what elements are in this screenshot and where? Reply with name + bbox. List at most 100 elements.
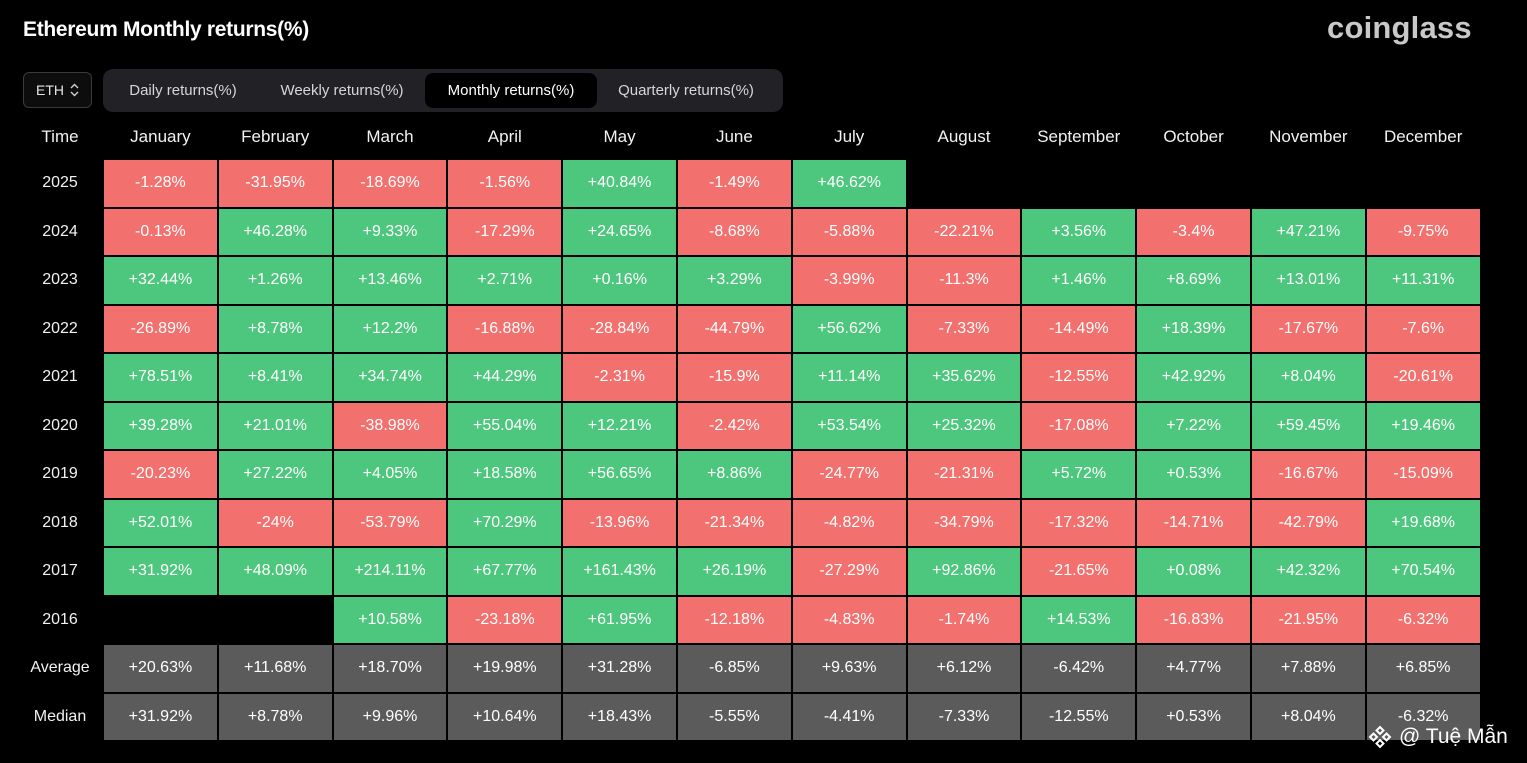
- return-cell: +70.54%: [1366, 548, 1480, 595]
- tab-daily-returns[interactable]: Daily returns(%): [129, 82, 237, 99]
- return-cell: +9.96%: [333, 693, 447, 740]
- row-label: 2024: [42, 222, 78, 240]
- return-cell: +19.46%: [1366, 402, 1480, 449]
- chevron-up-down-icon: [70, 83, 79, 97]
- year-row-2025: 2025 -1.28% -31.95% -18.69% -1.56% +40.84% -1.…: [18, 160, 1480, 207]
- column-header-december: December: [1383, 127, 1463, 146]
- return-cell: +31.92%: [104, 693, 217, 740]
- aggregate-row-average: Average +20.63% +11.68% +18.70% +19.98% +31.2…: [18, 645, 1480, 692]
- return-cell: -4.41%: [792, 693, 906, 740]
- return-cell: +32.44%: [104, 257, 217, 304]
- return-cell: +8.04%: [1251, 354, 1365, 401]
- return-cell: -4.82%: [792, 499, 906, 546]
- return-cell: +8.41%: [218, 354, 332, 401]
- return-cell: -53.79%: [333, 499, 447, 546]
- return-cell: +12.21%: [563, 402, 676, 449]
- return-cell: +13.46%: [333, 257, 447, 304]
- return-cell: -20.61%: [1366, 354, 1480, 401]
- return-cell: +12.2%: [333, 305, 447, 352]
- column-header-september: September: [1037, 127, 1121, 146]
- return-cell: +52.01%: [104, 499, 217, 546]
- return-cell: +11.14%: [792, 354, 906, 401]
- return-cell: +0.53%: [1137, 451, 1250, 498]
- return-cell: -2.42%: [677, 402, 791, 449]
- return-cell: -38.98%: [333, 402, 447, 449]
- return-cell: +92.86%: [907, 548, 1021, 595]
- return-cell: -4.83%: [792, 596, 906, 643]
- empty-cell: [908, 160, 1021, 207]
- return-cell: +8.86%: [677, 451, 791, 498]
- return-cell: -3.4%: [1137, 208, 1250, 255]
- return-cell: +20.63%: [104, 645, 217, 692]
- row-label: 2016: [42, 610, 78, 628]
- return-cell: +56.65%: [563, 451, 676, 498]
- return-cell: +6.85%: [1366, 645, 1480, 692]
- return-cell: +4.05%: [333, 451, 447, 498]
- return-cell: +9.33%: [333, 208, 447, 255]
- return-cell: -26.89%: [104, 305, 217, 352]
- year-row-2017: 2017 +31.92% +48.09% +214.11% +67.77% +161.43…: [18, 548, 1480, 595]
- return-cell: -20.23%: [104, 451, 217, 498]
- brand-logo[interactable]: coinglass: [1327, 10, 1472, 45]
- column-header-october: October: [1163, 127, 1224, 146]
- return-cell: +47.21%: [1251, 208, 1365, 255]
- return-cell: +1.46%: [1022, 257, 1136, 304]
- return-cell: -5.55%: [677, 693, 791, 740]
- return-cell: +214.11%: [333, 548, 447, 595]
- return-cell: -42.79%: [1251, 499, 1365, 546]
- return-cell: +40.84%: [563, 160, 676, 207]
- return-cell: +46.28%: [218, 208, 332, 255]
- return-cell: +35.62%: [907, 354, 1021, 401]
- return-cell: -1.56%: [448, 160, 562, 207]
- return-cell: +19.68%: [1366, 499, 1480, 546]
- return-cell: +56.62%: [792, 305, 906, 352]
- return-cell: -27.29%: [792, 548, 906, 595]
- return-cell: -8.68%: [677, 208, 791, 255]
- return-cell: +1.26%: [218, 257, 332, 304]
- return-cell: -44.79%: [677, 305, 791, 352]
- row-label: Average: [30, 659, 90, 677]
- empty-cell: [1252, 160, 1365, 207]
- return-cell: -23.18%: [448, 596, 562, 643]
- year-row-2018: 2018 +52.01% -24% -53.79% +70.29% -13.96% -21.…: [18, 499, 1480, 546]
- return-cell: +3.56%: [1022, 208, 1136, 255]
- tab-weekly-returns[interactable]: Weekly returns(%): [280, 82, 404, 99]
- watermark-text: @ Tuệ Mẫn: [1399, 725, 1508, 748]
- column-header-august: August: [937, 127, 991, 146]
- return-cell: +0.53%: [1137, 693, 1250, 740]
- return-cell: -14.49%: [1022, 305, 1136, 352]
- year-row-2024: 2024 -0.13% +46.28% +9.33% -17.29% +24.65% -8.…: [18, 208, 1480, 255]
- empty-cell: [1137, 160, 1250, 207]
- return-cell: -34.79%: [907, 499, 1021, 546]
- return-cell: +0.16%: [563, 257, 676, 304]
- return-cell: -24.77%: [792, 451, 906, 498]
- row-label: 2023: [42, 271, 78, 289]
- row-label: 2019: [42, 465, 78, 483]
- row-label: 2025: [42, 174, 78, 192]
- return-cell: +39.28%: [104, 402, 217, 449]
- return-cell: +13.01%: [1251, 257, 1365, 304]
- return-cell: +67.77%: [448, 548, 562, 595]
- return-cell: -12.55%: [1022, 693, 1136, 740]
- tab-monthly-returns[interactable]: Monthly returns(%): [425, 73, 597, 108]
- return-cell: +19.98%: [448, 645, 562, 692]
- return-cell: -17.67%: [1251, 305, 1365, 352]
- return-cell: +6.12%: [907, 645, 1021, 692]
- return-cell: +8.04%: [1251, 693, 1365, 740]
- return-cell: +10.64%: [448, 693, 562, 740]
- return-cell: -5.88%: [792, 208, 906, 255]
- return-cell: +42.32%: [1251, 548, 1365, 595]
- return-cell: +3.29%: [677, 257, 791, 304]
- year-row-2016: 2016 +10.58% -23.18% +61.95% -12.18% -4.83% -1…: [18, 596, 1480, 643]
- return-cell: -6.32%: [1366, 693, 1480, 740]
- return-cell: -16.88%: [448, 305, 562, 352]
- return-cell: -7.33%: [907, 693, 1021, 740]
- column-header-november: November: [1269, 127, 1348, 146]
- row-label: 2020: [42, 416, 78, 434]
- return-cell: +8.69%: [1137, 257, 1250, 304]
- aggregate-row-median: Median +31.92% +8.78% +9.96% +10.64% +18.43% -…: [18, 693, 1480, 740]
- empty-cell: [1022, 160, 1135, 207]
- return-cell: +53.54%: [792, 402, 906, 449]
- tab-quarterly-returns[interactable]: Quarterly returns(%): [618, 82, 754, 99]
- coin-selector[interactable]: ETH: [23, 72, 92, 108]
